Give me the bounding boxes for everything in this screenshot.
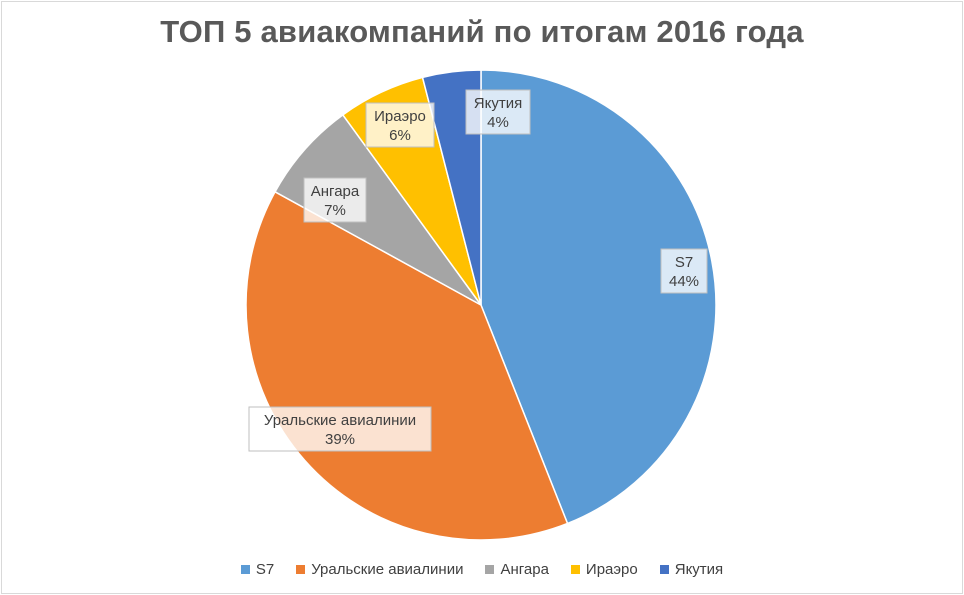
legend-label-s7: S7	[255, 561, 275, 578]
data-label-name-yakutia: Якутия	[474, 95, 522, 112]
legend-label-iraero: Ираэро	[585, 561, 638, 578]
data-label-iraero: Ираэро 6%	[365, 102, 435, 148]
legend-swatch-s7	[240, 565, 250, 574]
data-label-name-angara: Ангара	[311, 183, 360, 200]
chart-title: ТОП 5 авиакомпаний по итогам 2016 года	[160, 14, 804, 49]
data-label-box-ural	[248, 406, 432, 452]
data-label-value-iraero: 6%	[389, 127, 411, 144]
data-label-angara: Ангара 7%	[303, 177, 367, 223]
legend: S7 Уральские авиалинии Ангара Ираэро Яку…	[0, 561, 964, 578]
legend-label-angara: Ангара	[500, 561, 549, 578]
data-label-box-iraero	[365, 102, 435, 148]
pie-slice-ural	[245, 190, 569, 541]
legend-item-angara: Ангара	[485, 561, 549, 578]
data-label-ural: Уральские авиалинии 39%	[248, 406, 432, 452]
pie-slice-angara	[274, 113, 482, 306]
data-label-name-ural: Уральские авиалинии	[264, 412, 416, 429]
legend-item-yakutia: Якутия	[659, 561, 724, 578]
data-label-value-ural: 39%	[325, 431, 355, 448]
data-label-value-s7: 44%	[669, 273, 699, 290]
legend-item-iraero: Ираэро	[570, 561, 638, 578]
data-label-value-yakutia: 4%	[487, 114, 509, 131]
legend-label-yakutia: Якутия	[674, 561, 724, 578]
data-label-name-s7: S7	[675, 254, 693, 271]
data-label-yakutia: Якутия 4%	[465, 89, 531, 135]
legend-item-s7: S7	[240, 561, 275, 578]
legend-item-ural: Уральские авиалинии	[296, 561, 463, 578]
data-label-box-s7	[660, 248, 708, 294]
pie-slice-s7	[480, 69, 717, 525]
legend-swatch-yakutia	[659, 565, 669, 574]
legend-swatch-angara	[485, 565, 495, 574]
legend-label-ural: Уральские авиалинии	[311, 561, 464, 578]
legend-swatch-iraero	[570, 565, 580, 574]
data-label-name-iraero: Ираэро	[374, 108, 426, 125]
legend-swatch-ural	[296, 565, 306, 574]
data-label-value-angara: 7%	[324, 202, 346, 219]
data-label-box-yakutia	[465, 89, 531, 135]
data-label-box-angara	[303, 177, 367, 223]
